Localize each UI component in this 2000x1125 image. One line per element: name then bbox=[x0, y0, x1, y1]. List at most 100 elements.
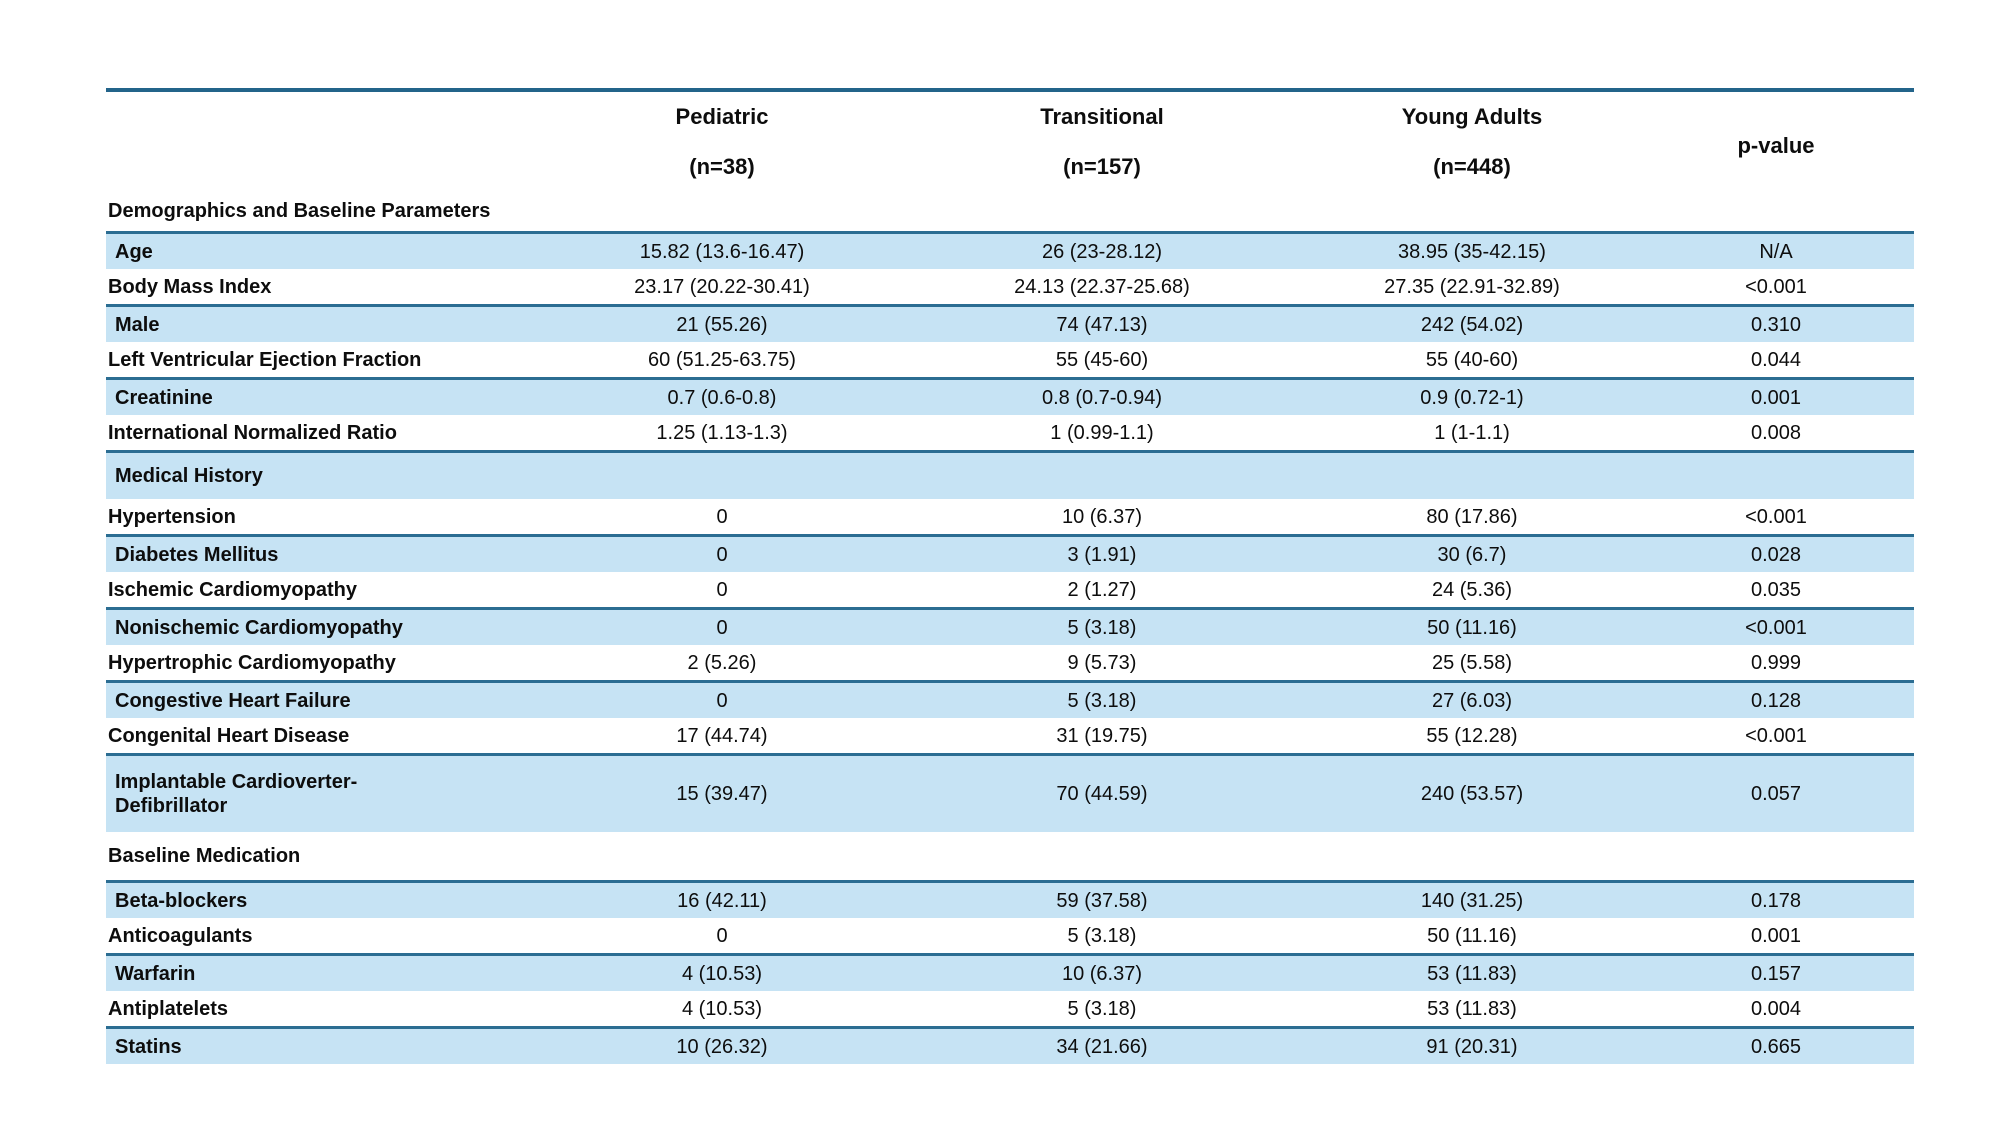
cell-pvalue: 0.310 bbox=[1638, 304, 1914, 342]
header-col-pvalue: p-value bbox=[1638, 90, 1914, 191]
section-row: Baseline Medication bbox=[106, 832, 1914, 882]
row-label: Male bbox=[106, 304, 546, 342]
cell-pvalue: N/A bbox=[1638, 231, 1914, 269]
cell-value: 1.25 (1.13-1.3) bbox=[656, 421, 788, 444]
table-row: Diabetes Mellitus 0 3 (1.91) 30 (6.7) 0.028 bbox=[106, 534, 1914, 572]
header-col-young-adults: Young Adults (n=448) bbox=[1306, 90, 1638, 191]
cell-value: 53 (11.83) bbox=[1306, 953, 1638, 991]
header-empty-cell bbox=[106, 90, 546, 191]
table-row: Age 15.82 (13.6-16.47) 26 (23-28.12) 38.95 … bbox=[106, 231, 1914, 269]
table-row: Body Mass Index 23.17 (20.22-30.41) 24.13 … bbox=[106, 269, 1914, 306]
cell-value: 4 (10.53) bbox=[681, 997, 763, 1020]
cell-value: 0 bbox=[716, 578, 728, 601]
table-row: International Normalized Ratio 1.25 (1.13… bbox=[106, 415, 1914, 452]
cell-value: 53 (11.83) bbox=[1427, 997, 1517, 1020]
cell-value: 10 (6.37) bbox=[898, 953, 1306, 991]
row-label: Statins bbox=[106, 1026, 546, 1064]
cell-pvalue: 0.044 bbox=[1750, 348, 1802, 371]
cell-value: 5 (3.18) bbox=[1067, 997, 1137, 1020]
row-label: Body Mass Index bbox=[108, 275, 272, 298]
cell-value: 5 (3.18) bbox=[898, 607, 1306, 645]
cell-value: 50 (11.16) bbox=[1427, 924, 1517, 947]
cell-value: 1 (0.99-1.1) bbox=[1050, 421, 1154, 444]
row-label: Warfarin bbox=[106, 953, 546, 991]
cell-value: 3 (1.91) bbox=[898, 534, 1306, 572]
cell-value: 4 (10.53) bbox=[546, 953, 898, 991]
cell-value: 91 (20.31) bbox=[1306, 1026, 1638, 1064]
cell-value: 10 (26.32) bbox=[546, 1026, 898, 1064]
section-row: Demographics and Baseline Parameters bbox=[106, 191, 1914, 233]
cell-pvalue: 0.157 bbox=[1638, 953, 1914, 991]
column-n: (n=157) bbox=[1063, 154, 1141, 180]
cell-value: 15 (39.47) bbox=[546, 753, 898, 832]
section-title: Medical History bbox=[106, 450, 1914, 499]
cell-value: 21 (55.26) bbox=[546, 304, 898, 342]
header-col-transitional: Transitional (n=157) bbox=[898, 90, 1306, 191]
cohort-comparison-table: Pediatric (n=38) Transitional (n=157) Yo… bbox=[106, 88, 1914, 1064]
cell-value: 2 (5.26) bbox=[687, 651, 757, 674]
row-label: Anticoagulants bbox=[108, 924, 253, 947]
cell-value: 74 (47.13) bbox=[898, 304, 1306, 342]
cell-value: 9 (5.73) bbox=[1067, 651, 1137, 674]
cell-value: 0.8 (0.7-0.94) bbox=[898, 377, 1306, 415]
row-label: Antiplatelets bbox=[108, 997, 229, 1020]
table-row: Male 21 (55.26) 74 (47.13) 242 (54.02) 0.310 bbox=[106, 304, 1914, 342]
row-label: Nonischemic Cardiomyopathy bbox=[106, 607, 546, 645]
table-row: Left Ventricular Ejection Fraction 60 (51… bbox=[106, 342, 1914, 379]
table-row: Congenital Heart Disease 17 (44.74) 31 (19… bbox=[106, 718, 1914, 755]
cell-pvalue: 0.028 bbox=[1638, 534, 1914, 572]
cell-pvalue: 0.001 bbox=[1750, 924, 1802, 947]
column-title: Pediatric bbox=[675, 104, 769, 129]
cell-value: 1 (1-1.1) bbox=[1434, 421, 1510, 444]
row-label: Creatinine bbox=[106, 377, 546, 415]
row-label: Congestive Heart Failure bbox=[106, 680, 546, 718]
table-row: Statins 10 (26.32) 34 (21.66) 91 (20.31) 0.6… bbox=[106, 1026, 1914, 1064]
row-label: Diabetes Mellitus bbox=[106, 534, 546, 572]
cell-value: 242 (54.02) bbox=[1306, 304, 1638, 342]
cell-pvalue: 0.999 bbox=[1750, 651, 1802, 674]
cell-value: 59 (37.58) bbox=[898, 880, 1306, 918]
section-row: Medical History bbox=[106, 450, 1914, 499]
cell-pvalue: 0.035 bbox=[1750, 578, 1802, 601]
row-label: Age bbox=[106, 231, 546, 269]
cell-value: 55 (45-60) bbox=[1055, 348, 1149, 371]
cell-value: 10 (6.37) bbox=[1061, 505, 1143, 528]
table-row: Hypertrophic Cardiomyopathy 2 (5.26) 9 (5.… bbox=[106, 645, 1914, 682]
cell-value: 0.7 (0.6-0.8) bbox=[546, 377, 898, 415]
table-row: Anticoagulants 0 5 (3.18) 50 (11.16) 0.001 bbox=[106, 918, 1914, 955]
cell-pvalue: <0.001 bbox=[1745, 505, 1807, 528]
cell-value: 34 (21.66) bbox=[898, 1026, 1306, 1064]
cell-value: 27.35 (22.91-32.89) bbox=[1384, 275, 1560, 298]
cell-value: 0 bbox=[546, 607, 898, 645]
cell-value: 0 bbox=[716, 924, 728, 947]
cell-value: 0 bbox=[546, 534, 898, 572]
cell-value: 70 (44.59) bbox=[898, 753, 1306, 832]
cell-value: 30 (6.7) bbox=[1306, 534, 1638, 572]
cell-value: 31 (19.75) bbox=[1056, 724, 1148, 747]
row-label: Beta-blockers bbox=[106, 880, 546, 918]
cell-value: 38.95 (35-42.15) bbox=[1306, 231, 1638, 269]
table-row: Creatinine 0.7 (0.6-0.8) 0.8 (0.7-0.94) 0.9… bbox=[106, 377, 1914, 415]
table-row: Ischemic Cardiomyopathy 0 2 (1.27) 24 (5.36… bbox=[106, 572, 1914, 609]
cell-value: 24 (5.36) bbox=[1431, 578, 1513, 601]
cell-value: 5 (3.18) bbox=[898, 680, 1306, 718]
section-title: Demographics and Baseline Parameters bbox=[108, 200, 491, 222]
table-row: Warfarin 4 (10.53) 10 (6.37) 53 (11.83) 0.15… bbox=[106, 953, 1914, 991]
table-row: Beta-blockers 16 (42.11) 59 (37.58) 140 (31… bbox=[106, 880, 1914, 918]
cell-value: 50 (11.16) bbox=[1306, 607, 1638, 645]
cell-pvalue: 0.004 bbox=[1750, 997, 1802, 1020]
header-row: Pediatric (n=38) Transitional (n=157) Yo… bbox=[106, 90, 1914, 191]
row-label: Ischemic Cardiomyopathy bbox=[108, 578, 357, 601]
cell-value: 26 (23-28.12) bbox=[898, 231, 1306, 269]
cell-value: 5 (3.18) bbox=[1067, 924, 1137, 947]
cell-value: 55 (40-60) bbox=[1425, 348, 1519, 371]
cell-pvalue: 0.057 bbox=[1638, 753, 1914, 832]
cell-value: 240 (53.57) bbox=[1306, 753, 1638, 832]
cell-pvalue: 0.128 bbox=[1638, 680, 1914, 718]
cell-value: 27 (6.03) bbox=[1306, 680, 1638, 718]
section-title: Baseline Medication bbox=[108, 845, 301, 867]
table-row: Antiplatelets 4 (10.53) 5 (3.18) 53 (11.83)… bbox=[106, 991, 1914, 1028]
cell-value: 24.13 (22.37-25.68) bbox=[1014, 275, 1190, 298]
column-n: (n=448) bbox=[1433, 154, 1511, 180]
cell-value: 55 (12.28) bbox=[1426, 724, 1518, 747]
